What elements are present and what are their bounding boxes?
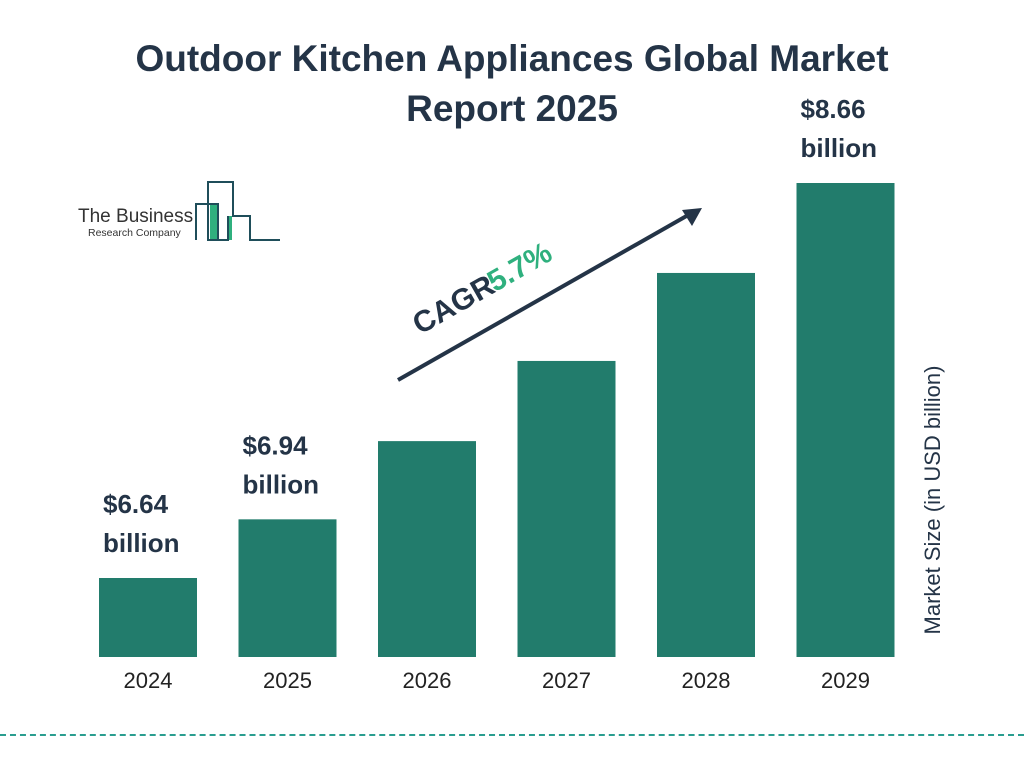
bar-2027 [517, 360, 616, 657]
cagr-arrowhead [682, 208, 702, 226]
x-tick-label: 2027 [542, 668, 591, 693]
data-label: $6.64 [103, 489, 169, 519]
x-tick-label: 2028 [682, 668, 731, 693]
data-label: billion [103, 528, 180, 558]
bar-2028 [657, 272, 755, 657]
logo-line1: The Business [78, 206, 193, 227]
bar-2024 [99, 578, 197, 657]
data-label: $6.94 [243, 430, 309, 460]
data-label: $8.66 [801, 94, 866, 124]
logo-line2: Research Company [88, 227, 182, 239]
divider-line [0, 734, 1024, 736]
bar-2025 [238, 519, 337, 657]
cagr-arrow [397, 212, 691, 382]
bar-2026 [378, 441, 476, 657]
bar-2029 [796, 183, 895, 657]
x-tick-label: 2025 [263, 668, 312, 693]
chart-title: Outdoor Kitchen Appliances Global Market… [135, 38, 889, 129]
cagr-value: 5.7% [482, 236, 558, 298]
data-label: billion [801, 133, 878, 163]
y-axis-label: Market Size (in USD billion) [920, 365, 945, 635]
x-tick-label: 2029 [821, 668, 870, 693]
company-logo: The Business Research Company [78, 181, 280, 241]
cagr-annotation: CAGR 5.7% [397, 208, 702, 382]
data-label: billion [243, 469, 320, 499]
x-tick-label: 2024 [124, 668, 173, 693]
x-tick-label: 2026 [403, 668, 452, 693]
